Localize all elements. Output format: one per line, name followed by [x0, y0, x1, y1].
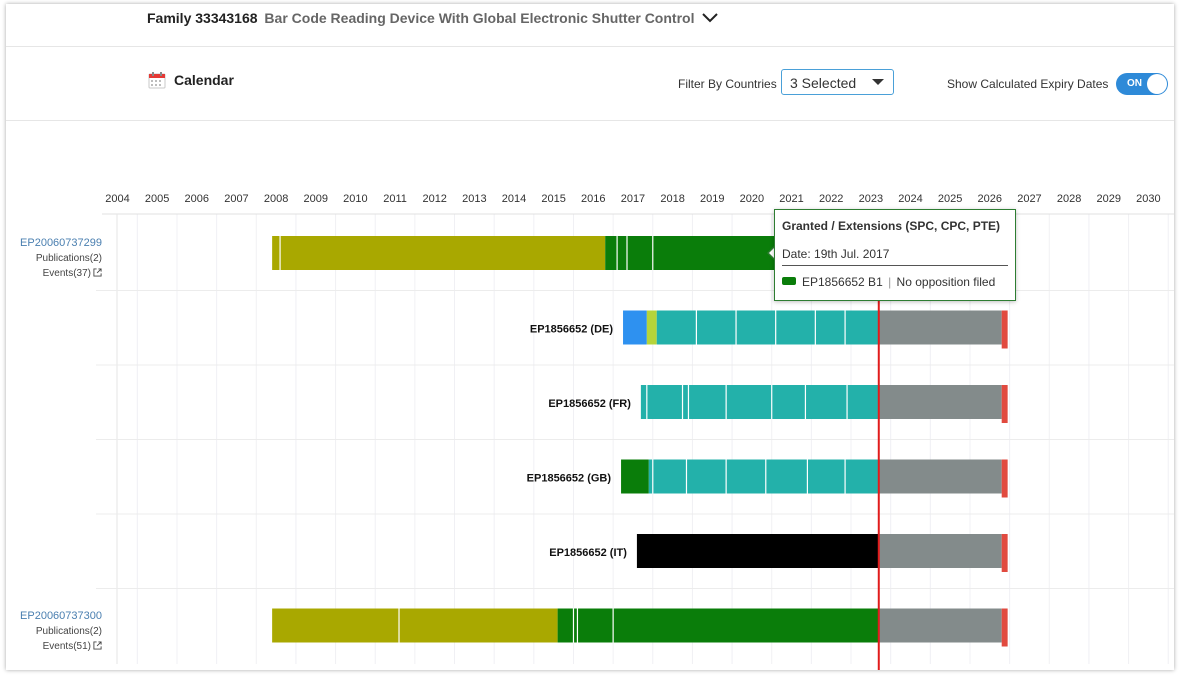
year-tick-label: 2030	[1136, 193, 1160, 205]
year-tick-label: 2008	[264, 193, 288, 205]
year-tick-label: 2026	[978, 193, 1002, 205]
filter-countries-label: Filter By Countries	[678, 77, 777, 91]
family-number[interactable]: EP20060737299	[20, 237, 102, 249]
year-tick-label: 2014	[502, 193, 526, 205]
external-link-icon[interactable]	[93, 640, 102, 650]
timeline-segment-expiry_end	[1001, 459, 1008, 498]
year-tick-label: 2015	[541, 193, 565, 205]
tooltip-title: Granted / Extensions (SPC, CPC, PTE)	[782, 219, 1001, 233]
toggle-on-label: ON	[1127, 78, 1142, 89]
timeline-segment-grant	[621, 459, 649, 494]
year-tick-label: 2007	[224, 193, 248, 205]
year-tick-label: 2017	[621, 193, 645, 205]
year-tick-label: 2013	[462, 193, 486, 205]
publication-label: EP1856652 (IT)	[549, 547, 627, 559]
chevron-down-icon[interactable]	[702, 13, 719, 23]
year-tick-label: 2016	[581, 193, 605, 205]
timeline-segment-expiry_grey	[878, 385, 1002, 419]
timeline-segment-expiry_grey	[878, 310, 1002, 345]
year-tick-label: 2010	[343, 193, 367, 205]
calendar-icon	[148, 72, 166, 89]
family-title-row[interactable]: Family 33343168 Bar Code Reading Device …	[147, 10, 719, 26]
timeline-segment-application	[272, 236, 606, 270]
timeline-segment-expiry_end	[1001, 608, 1008, 647]
tooltip-date: Date: 19th Jul. 2017	[782, 247, 890, 261]
timeline-segment-teal	[640, 385, 879, 419]
family-id: Family 33343168	[147, 10, 258, 26]
tooltip-separator	[782, 265, 1008, 266]
timeline-segment-expiry_end	[1001, 310, 1008, 349]
year-tick-label: 2011	[383, 193, 407, 205]
year-tick-label: 2025	[938, 193, 962, 205]
timeline-segment-expiry_end	[1001, 385, 1008, 423]
external-link-icon[interactable]	[93, 268, 102, 277]
timeline-segment-expiry_grey	[878, 534, 1002, 568]
year-tick-label: 2005	[145, 193, 169, 205]
family-events[interactable]: Events(37)	[20, 266, 102, 281]
timeline-segment-expiry_end	[1001, 534, 1008, 572]
family-publications[interactable]: Publications(2)	[35, 253, 102, 264]
timeline-segment-expiry_grey	[878, 608, 1002, 643]
timeline-segment-teal	[656, 310, 879, 345]
timeline-segment-teal	[648, 459, 879, 494]
tooltip-publication: EP1856652 B1	[802, 275, 883, 289]
timeline-segment-lime	[646, 310, 657, 345]
publication-label: EP1856652 (DE)	[530, 324, 613, 336]
timeline-segment-grant	[557, 608, 879, 643]
year-tick-label: 2029	[1097, 193, 1121, 205]
year-tick-label: 2021	[779, 193, 803, 205]
year-tick-label: 2009	[304, 193, 328, 205]
family-title: Bar Code Reading Device With Global Elec…	[264, 10, 695, 26]
year-tick-label: 2018	[660, 193, 684, 205]
year-tick-label: 2004	[105, 193, 129, 205]
family-label[interactable]: EP20060737300 Publications(2) Events(51)	[20, 609, 102, 654]
expiry-dates-label: Show Calculated Expiry Dates	[947, 77, 1109, 91]
caret-down-icon	[872, 79, 884, 85]
year-tick-label: 2022	[819, 193, 843, 205]
divider	[6, 46, 1174, 47]
year-tick-label: 2006	[185, 193, 209, 205]
publication-label: EP1856652 (FR)	[548, 398, 631, 410]
year-tick-label: 2024	[898, 193, 922, 205]
tooltip-pipe: |	[884, 275, 895, 289]
family-events-text: Events(51)	[42, 640, 91, 652]
publication-label: EP1856652 (GB)	[527, 473, 612, 485]
year-tick-label: 2020	[740, 193, 764, 205]
filter-countries-select[interactable]: 3 Selected	[781, 69, 894, 95]
expiry-dates-toggle[interactable]: ON	[1116, 73, 1168, 95]
year-tick-label: 2012	[422, 193, 446, 205]
timeline-segment-black	[636, 534, 879, 568]
year-tick-label: 2027	[1017, 193, 1041, 205]
family-events[interactable]: Events(51)	[20, 639, 102, 654]
divider	[6, 120, 1174, 121]
family-label[interactable]: EP20060737299 Publications(2) Events(37)	[20, 236, 102, 281]
event-tooltip: Granted / Extensions (SPC, CPC, PTE) Dat…	[774, 209, 1016, 301]
tooltip-publication-row: EP1856652 B1 | No opposition filed	[782, 275, 995, 289]
family-events-text: Events(37)	[42, 268, 91, 279]
filter-countries-value: 3 Selected	[790, 75, 857, 91]
year-tick-label: 2028	[1057, 193, 1081, 205]
year-tick-label: 2023	[859, 193, 883, 205]
tooltip-arrow-inner	[769, 247, 775, 259]
timeline-segment-expiry_grey	[878, 459, 1002, 494]
timeline-segment-application	[272, 608, 558, 643]
toggle-knob	[1147, 74, 1167, 94]
patent-timeline-panel: Family 33343168 Bar Code Reading Device …	[6, 4, 1174, 670]
timeline-chart: 2004 2005 2006 2007 2008 2009 2010 2011 2012 2013…	[96, 193, 1174, 670]
tooltip-status: No opposition filed	[896, 275, 996, 289]
grant-swatch	[782, 277, 796, 285]
family-publications[interactable]: Publications(2)	[35, 625, 102, 637]
timeline-segment-blue	[623, 310, 647, 345]
calendar-header: Calendar	[148, 71, 234, 89]
calendar-label: Calendar	[174, 72, 234, 88]
family-number[interactable]: EP20060737300	[20, 609, 102, 622]
year-tick-label: 2019	[700, 193, 724, 205]
